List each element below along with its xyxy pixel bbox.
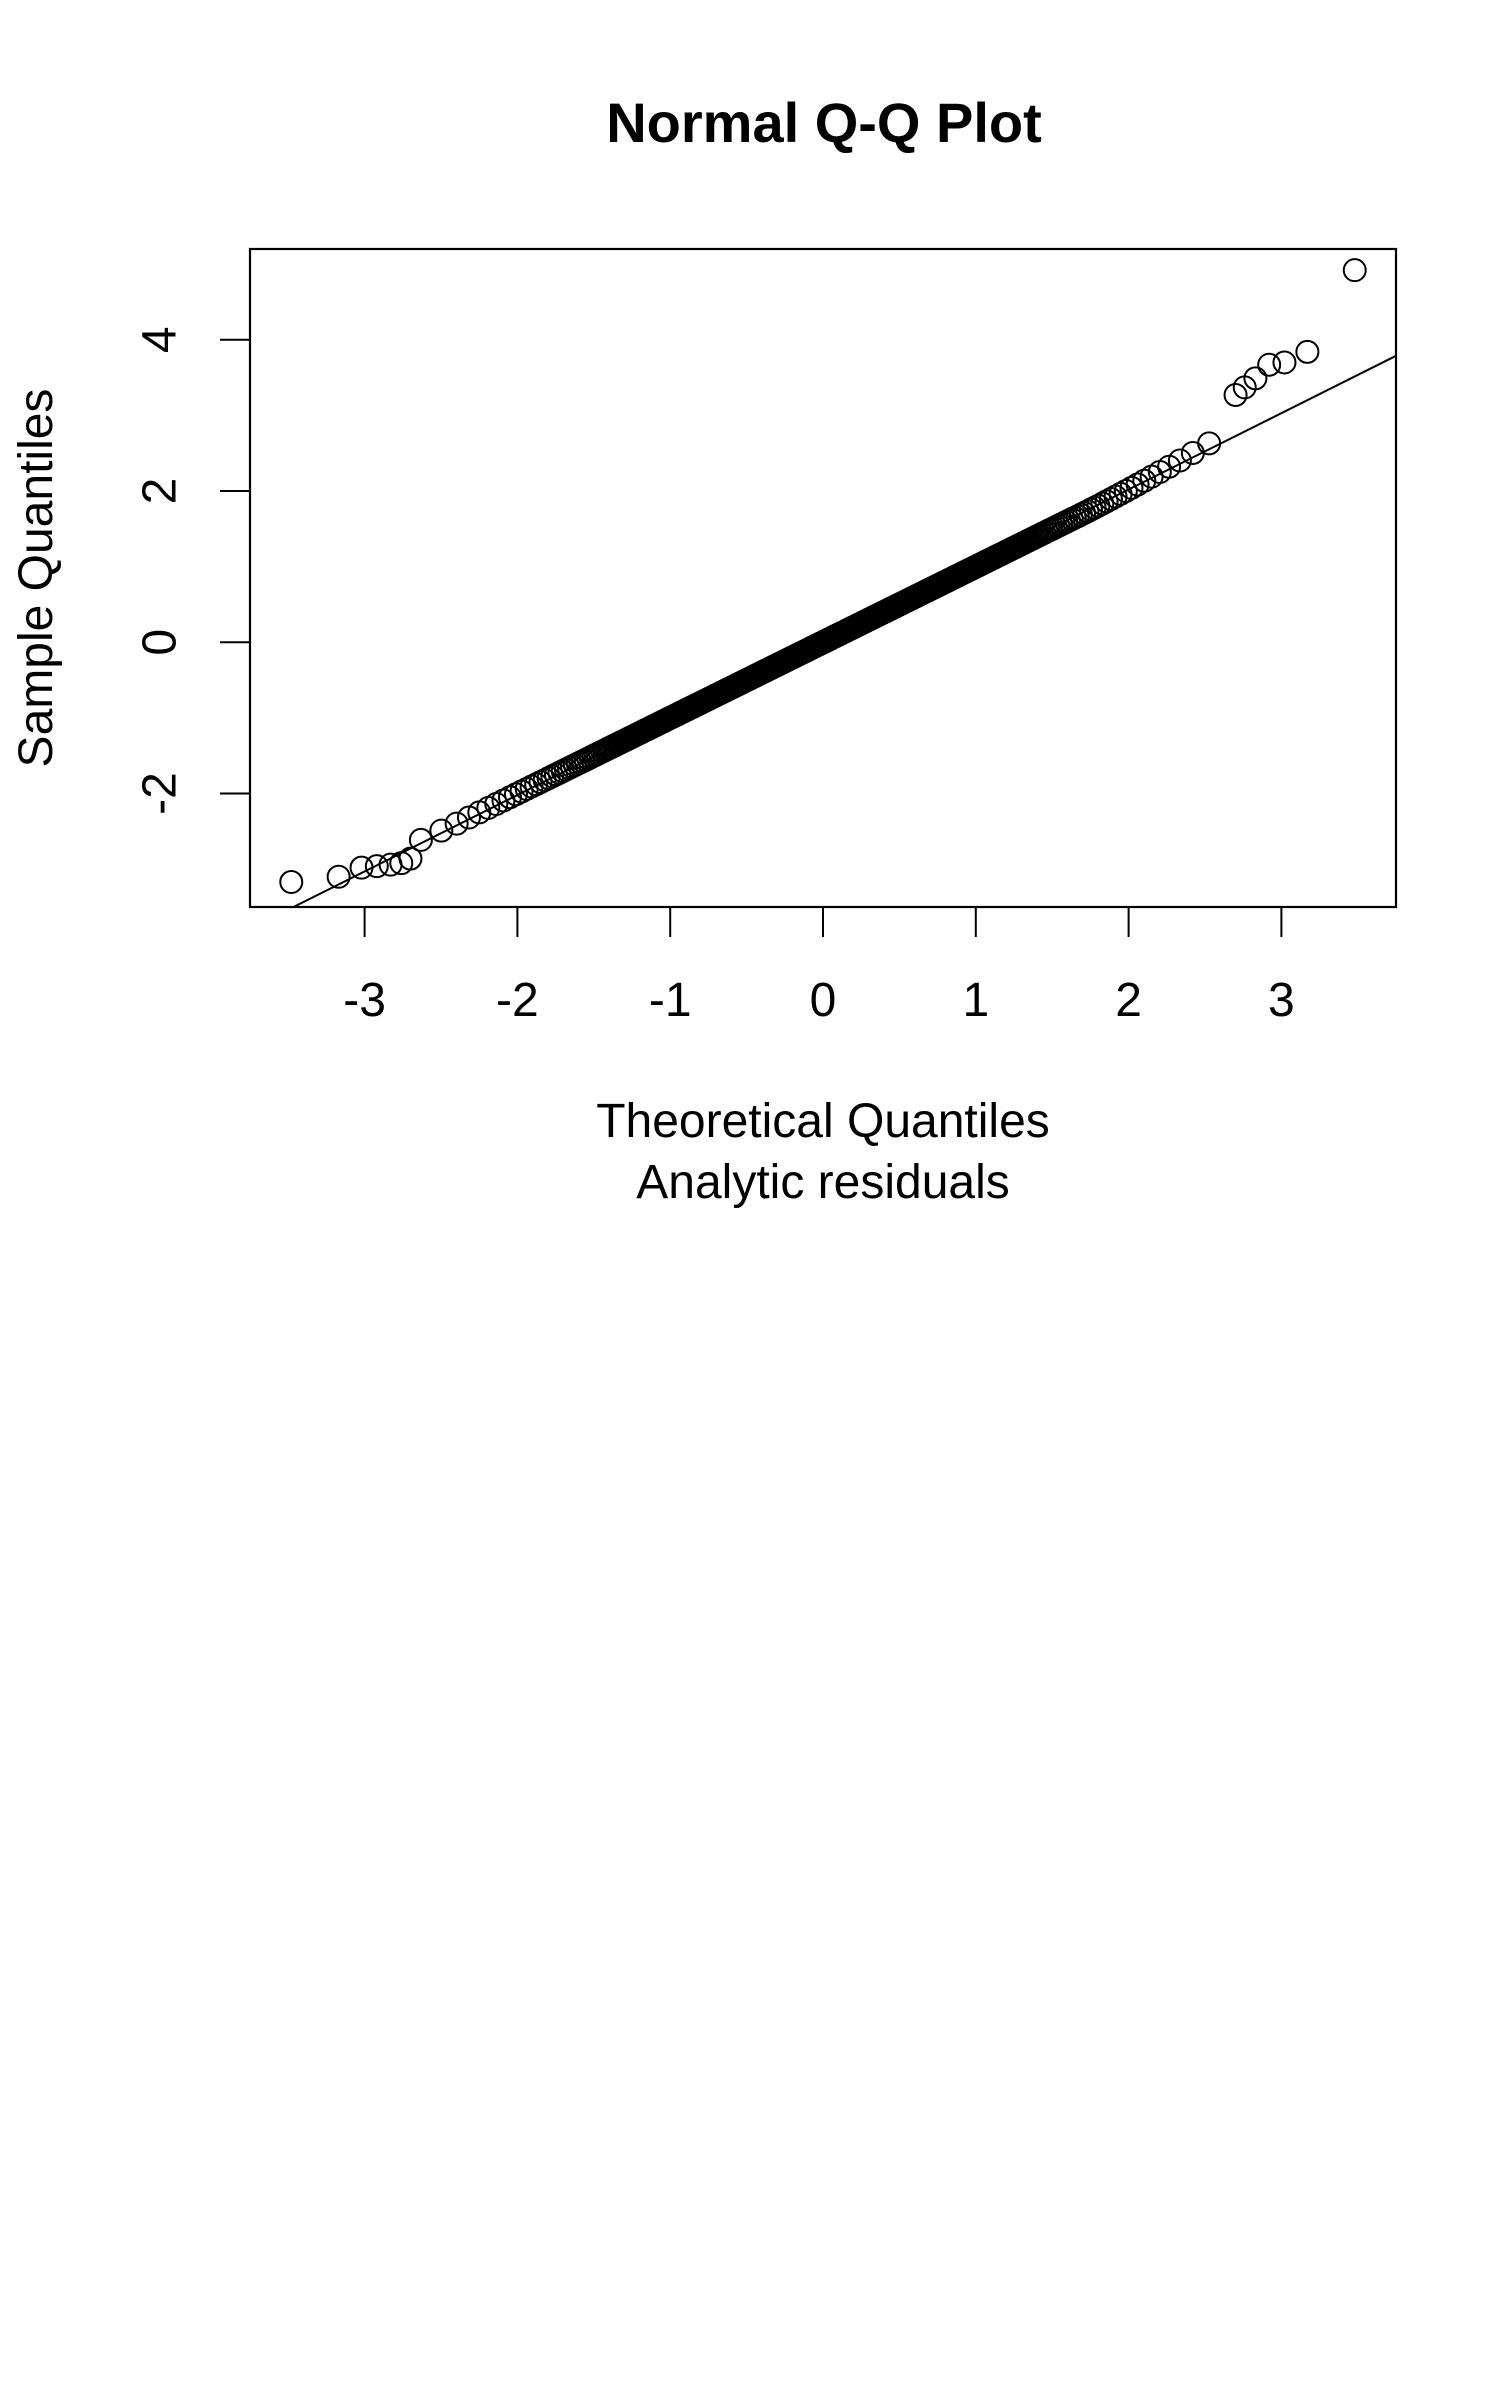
x-tick-label: 1 xyxy=(962,974,989,1027)
sample-point xyxy=(349,855,374,880)
y-tick-label: -2 xyxy=(134,772,187,815)
x-tick-label: 0 xyxy=(810,974,837,1027)
sample-point xyxy=(1232,375,1257,400)
x-tick-label: -1 xyxy=(649,974,692,1027)
sample-point xyxy=(429,818,454,843)
y-axis: -2 0 2 4 xyxy=(134,326,251,815)
sample-point xyxy=(503,782,528,807)
sample-point xyxy=(1197,431,1222,456)
x-tick-label: 3 xyxy=(1268,974,1295,1027)
sample-point xyxy=(1119,475,1144,500)
y-tick-label: 0 xyxy=(134,629,187,656)
x-tick-label: 2 xyxy=(1115,974,1142,1027)
y-axis-label: Sample Quantiles xyxy=(10,389,63,768)
chart-caption: Analytic residuals xyxy=(636,1156,1010,1209)
plot-frame xyxy=(248,247,1398,909)
sample-point xyxy=(364,854,389,879)
y-tick-label: 2 xyxy=(134,478,187,505)
sample-point xyxy=(1223,382,1248,407)
chart-title: Normal Q-Q Plot xyxy=(606,91,1042,154)
sample-point xyxy=(279,870,304,895)
sample-point xyxy=(1295,339,1320,364)
sample-point xyxy=(1272,350,1297,375)
x-tick-label: -2 xyxy=(496,974,539,1027)
sample-point xyxy=(1167,448,1192,473)
sample-point xyxy=(1113,479,1138,504)
sample-point xyxy=(408,827,433,852)
sample-point xyxy=(326,864,351,889)
x-tick-label: -3 xyxy=(343,974,386,1027)
sample-point xyxy=(444,811,469,836)
sample-points xyxy=(279,258,1367,895)
x-axis-label: Theoretical Quantiles xyxy=(596,1095,1050,1148)
sample-point xyxy=(1257,352,1282,377)
sample-point xyxy=(398,846,423,871)
sample-point xyxy=(1342,258,1367,283)
sample-point xyxy=(1125,472,1150,497)
y-tick-label: 4 xyxy=(134,326,187,353)
x-axis: -3 -2 -1 0 1 2 3 xyxy=(343,906,1295,1027)
